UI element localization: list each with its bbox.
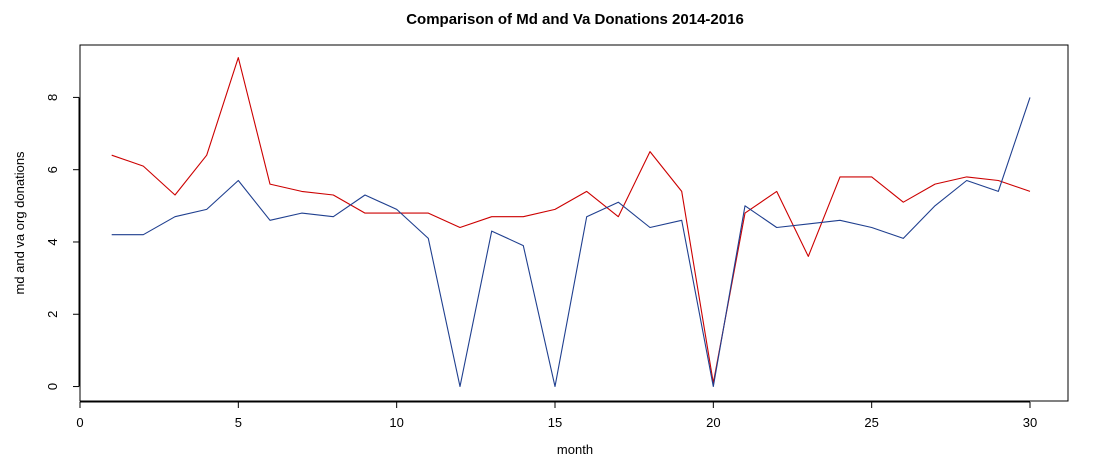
y-tick-label: 2 (45, 311, 60, 318)
series-line-1 (111, 57, 1031, 384)
x-tick-label: 25 (864, 415, 878, 430)
y-tick-label: 8 (45, 94, 60, 101)
x-tick-label: 15 (548, 415, 562, 430)
y-tick-label: 0 (45, 383, 60, 390)
chart-title: Comparison of Md and Va Donations 2014-2… (406, 11, 744, 28)
x-tick-label: 30 (1023, 415, 1037, 430)
y-tick-label: 6 (45, 166, 60, 173)
x-axis: 0 5 10 15 20 25 30 (76, 401, 1037, 430)
plot-area (79, 44, 1069, 402)
x-tick-label: 20 (706, 415, 720, 430)
y-axis: 0 2 4 6 8 (45, 94, 80, 390)
y-axis-label: md and va org donations (12, 151, 27, 295)
y-tick-label: 4 (45, 238, 60, 245)
x-axis-label: month (557, 442, 593, 457)
series-layer (111, 57, 1031, 388)
x-tick-label: 5 (235, 415, 242, 430)
series-line-2 (111, 97, 1031, 388)
x-tick-label: 0 (76, 415, 83, 430)
x-tick-label: 10 (389, 415, 403, 430)
